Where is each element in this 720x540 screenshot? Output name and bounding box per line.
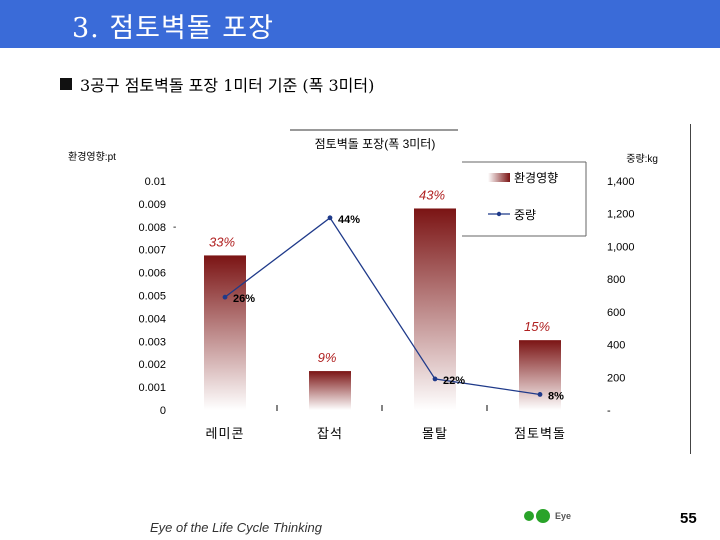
page-number: 55 bbox=[680, 510, 697, 527]
left-tick-label: 0 bbox=[160, 405, 166, 417]
chart-title: 점토벽돌 포장(폭 3미터) bbox=[315, 137, 436, 151]
logo-dot-icon bbox=[524, 511, 534, 521]
left-tick-label: 0.003 bbox=[138, 336, 166, 348]
title-bar: 3. 점토벽돌 포장 bbox=[0, 0, 720, 48]
category-label-2: 잡석 bbox=[317, 426, 343, 441]
logo-text: Eye bbox=[555, 511, 572, 521]
category-labels: 레미콘 잡석 몰탈 점토벽돌 bbox=[206, 426, 566, 441]
impact-bar-2 bbox=[309, 371, 351, 410]
legend: 환경영향 중량 bbox=[462, 161, 587, 237]
logo-dot-large-icon bbox=[536, 509, 550, 523]
right-tick-label: 1,400 bbox=[607, 176, 635, 188]
legend-label-impact: 환경영향 bbox=[514, 171, 558, 185]
impact-bar-4 bbox=[519, 340, 561, 410]
weight-point-label-1: 26% bbox=[233, 293, 255, 305]
weight-point-4 bbox=[537, 392, 543, 397]
weight-point-1 bbox=[222, 294, 228, 300]
left-tick-label: 0.008 bbox=[138, 222, 166, 234]
weight-point-label-2: 44% bbox=[338, 214, 360, 226]
right-tick-label: 1,000 bbox=[607, 241, 635, 253]
legend-bar-swatch bbox=[488, 173, 510, 182]
impact-bar-label-1: 33% bbox=[209, 234, 235, 249]
company-logo: Eye bbox=[524, 509, 571, 523]
left-tick-dash: - bbox=[173, 222, 176, 233]
left-axis-title: 환경영향:pt bbox=[68, 150, 116, 163]
left-tick-label: 0.006 bbox=[138, 268, 166, 280]
right-tick-label: 400 bbox=[607, 340, 625, 352]
impact-bars: 33% 9% 43% 15% bbox=[204, 187, 561, 410]
category-label-4: 점토벽돌 bbox=[514, 426, 566, 441]
right-axis-ticks: 1,400 1,200 1,000 800 600 400 200 - bbox=[607, 176, 635, 417]
weight-point-label-4: 8% bbox=[548, 390, 564, 402]
weight-line: 26% 44% 22% 8% bbox=[222, 214, 564, 402]
impact-bar-label-3: 43% bbox=[419, 187, 445, 202]
left-tick-label: 0.005 bbox=[138, 291, 166, 303]
page-title: 3. 점토벽돌 포장 bbox=[72, 13, 274, 44]
right-axis-title: 중량:kg bbox=[626, 153, 658, 165]
left-tick-label: 0.009 bbox=[138, 199, 166, 211]
right-tick-label: 600 bbox=[607, 307, 625, 319]
left-tick-label: 0.004 bbox=[138, 313, 166, 325]
legend-line-marker bbox=[496, 211, 502, 217]
impact-bar-3 bbox=[414, 208, 456, 410]
footer-tagline: Eye of the Life Cycle Thinking bbox=[150, 520, 322, 535]
category-label-3: 몰탈 bbox=[422, 426, 448, 441]
weight-point-label-3: 22% bbox=[443, 375, 465, 387]
impact-bar-1 bbox=[204, 255, 246, 410]
weight-line-path bbox=[224, 216, 541, 396]
legend-label-weight: 중량 bbox=[514, 208, 536, 222]
left-tick-label: 0.001 bbox=[138, 382, 166, 394]
left-tick-label: 0.007 bbox=[138, 245, 166, 257]
right-tick-label: - bbox=[607, 405, 611, 417]
section-heading-text: 3공구 점토벽돌 포장 1미터 기준 (폭 3미터) bbox=[80, 76, 375, 95]
weight-point-2 bbox=[327, 215, 333, 221]
right-divider bbox=[690, 124, 691, 454]
left-axis-ticks: 0.01 0.009 0.008 0.007 0.006 0.005 0.004 0.003 0… bbox=[138, 176, 176, 417]
weight-point-3 bbox=[432, 376, 438, 382]
square-bullet-icon bbox=[60, 78, 72, 90]
left-tick-label: 0.01 bbox=[145, 176, 166, 188]
right-tick-label: 800 bbox=[607, 274, 625, 286]
x-axis-ticks bbox=[276, 405, 488, 411]
left-tick-label: 0.002 bbox=[138, 359, 166, 371]
category-label-1: 레미콘 bbox=[206, 426, 245, 441]
impact-bar-label-2: 9% bbox=[318, 350, 337, 365]
right-tick-label: 1,200 bbox=[607, 209, 635, 221]
section-heading: 3공구 점토벽돌 포장 1미터 기준 (폭 3미터) bbox=[60, 72, 374, 96]
impact-bar-label-4: 15% bbox=[524, 319, 550, 334]
right-tick-label: 200 bbox=[607, 372, 625, 384]
